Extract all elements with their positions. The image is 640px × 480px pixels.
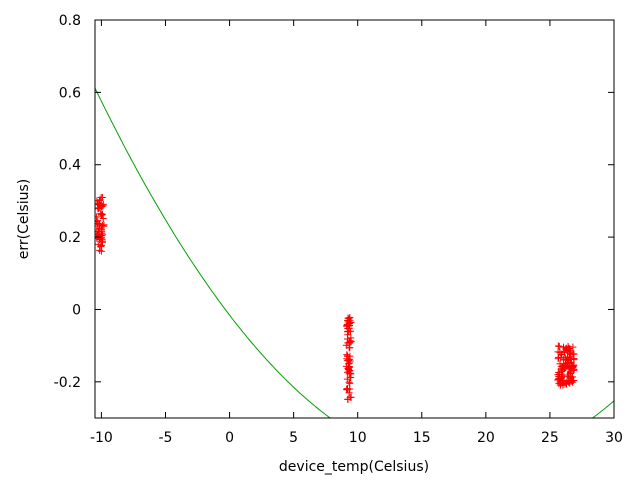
data-point — [344, 364, 352, 372]
data-point — [345, 378, 353, 386]
x-tick-label: 10 — [349, 430, 367, 446]
data-point — [566, 362, 574, 370]
series-layer — [95, 87, 614, 418]
data-point — [346, 373, 354, 381]
data-point — [555, 380, 563, 388]
y-tick-label: -0.2 — [54, 375, 81, 391]
data-point — [343, 386, 351, 394]
data-point — [565, 345, 573, 353]
data-point — [97, 210, 105, 218]
data-point — [554, 371, 562, 379]
data-point — [557, 366, 565, 374]
y-tick-label: 0.8 — [59, 13, 81, 29]
data-point — [98, 211, 106, 219]
x-tick-label: 15 — [413, 430, 431, 446]
x-tick-label: 25 — [541, 430, 559, 446]
x-tick-label: 5 — [289, 430, 298, 446]
data-point — [95, 234, 101, 242]
data-point — [556, 348, 564, 356]
data-point — [95, 230, 100, 238]
data-point — [96, 246, 104, 254]
fit-curve — [95, 87, 614, 418]
data-point — [569, 373, 577, 381]
ticks-layer: -10 -5 0 5 10 15 20 25 30 -0.2 0 0.2 0.4 0.6 0.8 — [54, 13, 623, 446]
data-point — [560, 343, 568, 351]
data-point — [555, 342, 563, 350]
x-tick-label: 0 — [225, 430, 234, 446]
x-tick-label: -5 — [158, 430, 172, 446]
y-axis-label: err(Celsius) — [16, 179, 32, 259]
x-tick-label: 20 — [477, 430, 495, 446]
data-point — [346, 327, 354, 335]
x-tick-label: -10 — [90, 430, 113, 446]
data-point — [100, 221, 108, 229]
data-point — [98, 203, 106, 211]
y-tick-label: 0.2 — [59, 230, 81, 246]
data-point — [555, 372, 563, 380]
data-point — [98, 193, 106, 201]
data-point — [556, 381, 564, 389]
data-point — [95, 224, 103, 232]
x-axis-label: device_temp(Celsius) — [279, 459, 429, 475]
data-point — [95, 240, 102, 248]
data-point — [95, 213, 100, 221]
data-point — [347, 393, 355, 401]
data-point — [346, 317, 354, 325]
data-point — [95, 204, 102, 212]
data-point — [558, 363, 566, 371]
data-point — [564, 371, 572, 379]
data-point — [95, 197, 101, 205]
y-tick-label: 0 — [72, 302, 81, 318]
data-point — [566, 355, 574, 363]
data-point — [346, 379, 354, 387]
data-point — [346, 357, 354, 365]
data-point — [99, 214, 107, 222]
data-point — [566, 377, 574, 385]
data-point — [561, 380, 569, 388]
data-point — [343, 375, 351, 383]
data-point — [570, 376, 578, 384]
data-point — [342, 341, 350, 349]
y-tick-label: 0.6 — [59, 85, 81, 101]
data-point — [99, 231, 107, 239]
x-tick-label: 30 — [605, 430, 623, 446]
data-point — [346, 338, 354, 346]
y-tick-label: 0.4 — [59, 158, 81, 174]
data-point — [569, 343, 577, 351]
plot-frame — [94, 19, 615, 419]
data-point — [97, 247, 105, 255]
data-point — [570, 361, 578, 369]
data-point — [343, 320, 351, 328]
data-point — [345, 370, 353, 378]
data-point — [347, 334, 355, 342]
